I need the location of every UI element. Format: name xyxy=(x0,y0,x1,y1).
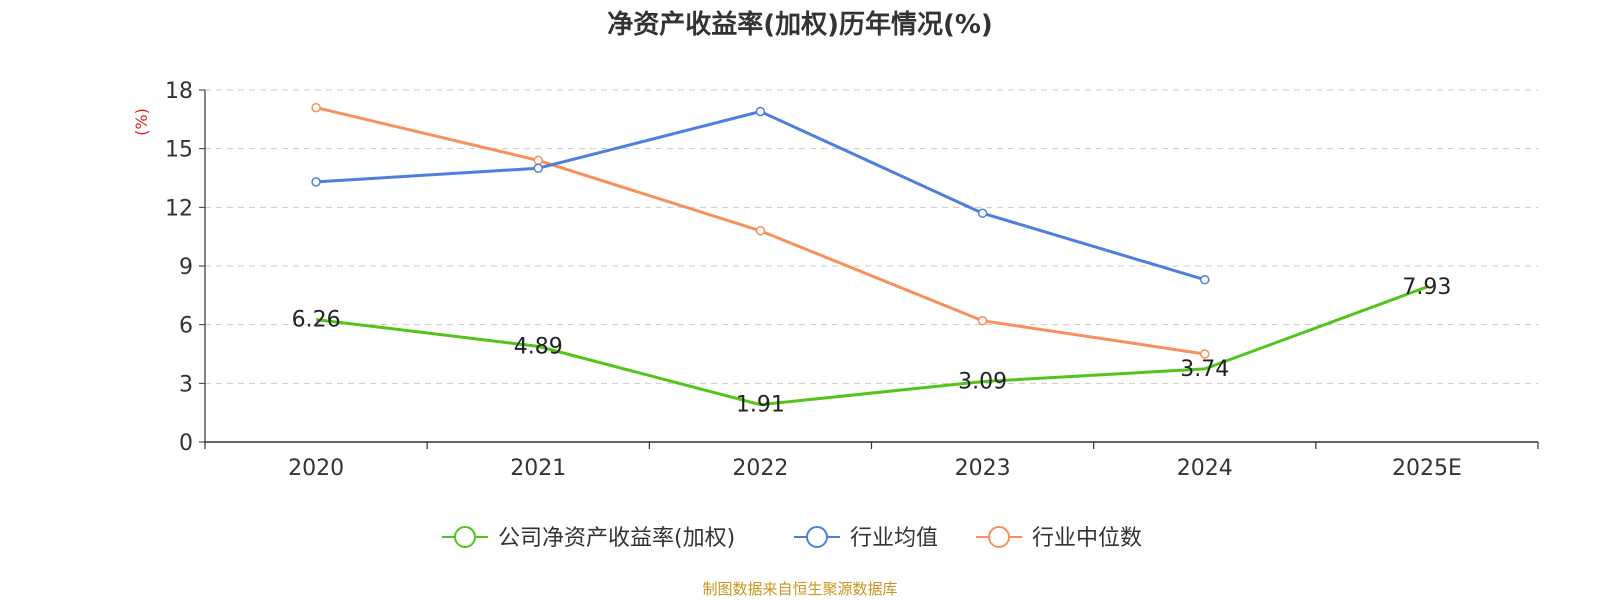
chart-title: 净资产收益率(加权)历年情况(%) xyxy=(607,10,993,40)
grid-lines xyxy=(205,89,1538,384)
legend-label: 公司净资产收益率(加权) xyxy=(498,526,735,551)
legend-marker xyxy=(988,526,1010,548)
legend-marker xyxy=(806,526,828,548)
x-tick-label: 2020 xyxy=(288,456,344,481)
data-point xyxy=(533,155,543,166)
data-point xyxy=(977,208,988,218)
y-tick-label: 6 xyxy=(179,314,193,339)
x-tick-label: 2022 xyxy=(732,456,788,481)
y-tick-label: 0 xyxy=(179,431,193,456)
legend-marker xyxy=(454,526,476,548)
data-point xyxy=(1200,274,1210,285)
y-tick-label: 12 xyxy=(165,196,193,221)
legend-item[interactable]: 行业中位数 xyxy=(976,526,1142,551)
legend-item[interactable]: 公司净资产收益率(加权) xyxy=(442,526,735,551)
legend-item[interactable]: 行业均值 xyxy=(794,526,938,551)
legend-label: 行业中位数 xyxy=(1032,526,1142,551)
series-lines xyxy=(315,106,1428,407)
data-label: 4.89 xyxy=(514,334,563,359)
data-point xyxy=(755,106,766,117)
data-label: 6.26 xyxy=(292,308,341,333)
legend: 公司净资产收益率(加权) 行业均值 行业中位数 xyxy=(442,526,1142,551)
y-tick-label: 3 xyxy=(179,372,193,397)
data-point xyxy=(755,226,766,236)
data-label: 3.09 xyxy=(958,370,1007,395)
data-point xyxy=(1200,349,1210,359)
series-line xyxy=(315,285,1428,407)
x-tick-label: 2023 xyxy=(955,456,1011,481)
x-tick-label: 2021 xyxy=(510,456,566,481)
series-points xyxy=(311,102,1210,359)
series-line xyxy=(315,110,1206,282)
source-note: 制图数据来自恒生聚源数据库 xyxy=(702,580,898,598)
data-label: 7.93 xyxy=(1402,275,1451,300)
data-label: 1.91 xyxy=(736,393,785,418)
x-tick-label: 2024 xyxy=(1177,456,1233,481)
data-labels: 6.26 4.89 1.91 3.09 3.74 7.93 xyxy=(292,275,1452,418)
y-tick-label: 9 xyxy=(179,255,193,280)
x-tick-label: 2025E xyxy=(1392,456,1462,481)
y-axis-label: (%) xyxy=(132,108,151,136)
axes: 0 3 6 9 12 15 18 2020 2021 2022 2023 2024 2025E xyxy=(165,79,1539,481)
y-tick-label: 18 xyxy=(165,79,193,104)
data-point xyxy=(533,163,543,173)
data-point xyxy=(311,102,321,113)
data-point xyxy=(977,316,988,326)
y-tick-label: 15 xyxy=(165,138,193,163)
data-point xyxy=(311,177,321,187)
legend-label: 行业均值 xyxy=(850,526,938,551)
data-label: 3.74 xyxy=(1180,357,1229,382)
